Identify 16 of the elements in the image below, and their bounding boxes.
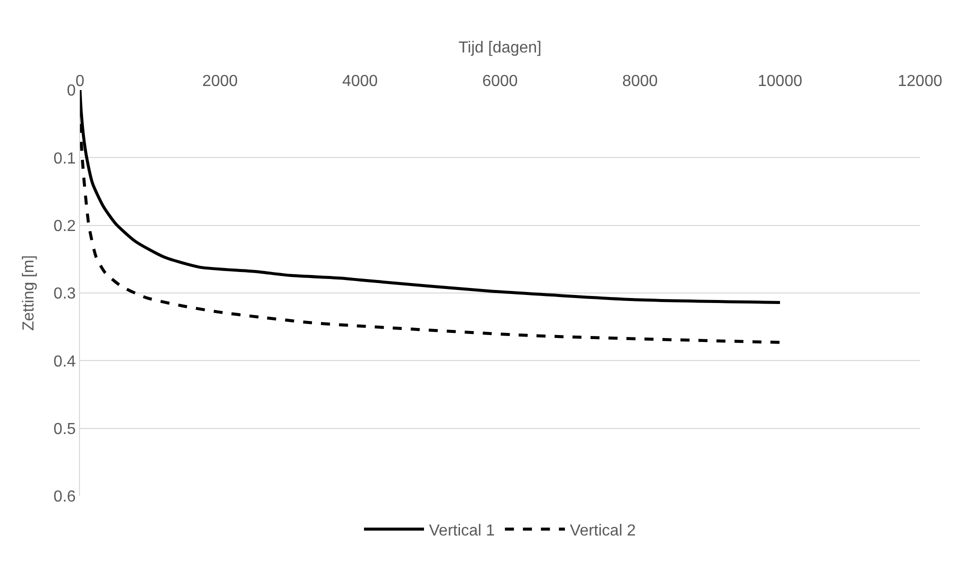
x-tick-label: 2000: [202, 72, 238, 90]
y-axis-title: Zetting [m]: [20, 255, 38, 331]
x-tick-label: 6000: [482, 72, 518, 90]
y-tick-label: 0.6: [54, 488, 76, 506]
y-tick-label: 0.2: [54, 218, 76, 235]
y-tick-label: 0.4: [54, 353, 76, 370]
x-axis-title: Tijd [dagen]: [458, 40, 542, 57]
legend-label: Vertical 2: [570, 522, 636, 540]
x-tick-label: 8000: [622, 72, 658, 90]
x-tick-label: 12000: [898, 72, 942, 90]
legend-label: Vertical 1: [429, 522, 495, 540]
x-tick-label: 4000: [342, 72, 378, 90]
y-tick-label: 0.1: [54, 150, 76, 168]
x-tick-label: 10000: [758, 72, 802, 90]
y-tick-label: 0.3: [54, 286, 76, 303]
y-tick-label: 0.5: [54, 420, 76, 438]
